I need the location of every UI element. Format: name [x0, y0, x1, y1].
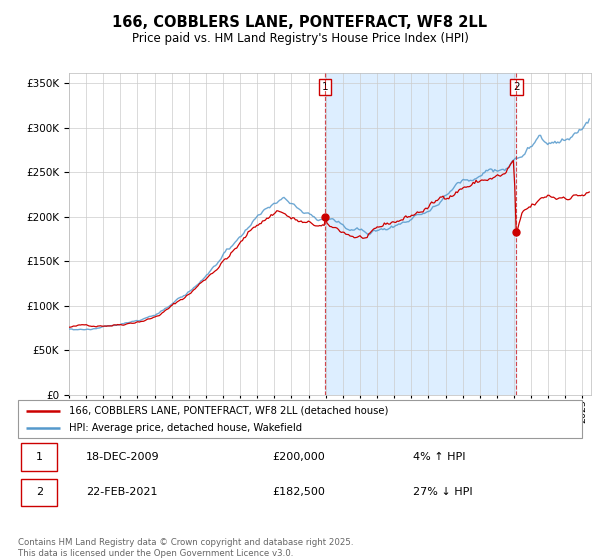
Text: Contains HM Land Registry data © Crown copyright and database right 2025.
This d: Contains HM Land Registry data © Crown c…	[18, 538, 353, 558]
Text: 2: 2	[36, 487, 43, 497]
Text: 18-DEC-2009: 18-DEC-2009	[86, 452, 160, 462]
Text: 22-FEB-2021: 22-FEB-2021	[86, 487, 157, 497]
Text: 4% ↑ HPI: 4% ↑ HPI	[413, 452, 466, 462]
Text: 27% ↓ HPI: 27% ↓ HPI	[413, 487, 472, 497]
FancyBboxPatch shape	[18, 400, 582, 438]
Text: £200,000: £200,000	[272, 452, 325, 462]
Text: £182,500: £182,500	[272, 487, 325, 497]
Text: Price paid vs. HM Land Registry's House Price Index (HPI): Price paid vs. HM Land Registry's House …	[131, 31, 469, 45]
Text: 2: 2	[513, 82, 520, 92]
FancyBboxPatch shape	[21, 444, 58, 470]
Text: HPI: Average price, detached house, Wakefield: HPI: Average price, detached house, Wake…	[69, 423, 302, 433]
FancyBboxPatch shape	[21, 479, 58, 506]
Bar	[325, 73, 517, 395]
Text: 166, COBBLERS LANE, PONTEFRACT, WF8 2LL (detached house): 166, COBBLERS LANE, PONTEFRACT, WF8 2LL …	[69, 405, 388, 416]
Text: 1: 1	[322, 82, 328, 92]
Text: 1: 1	[36, 452, 43, 462]
Text: 166, COBBLERS LANE, PONTEFRACT, WF8 2LL: 166, COBBLERS LANE, PONTEFRACT, WF8 2LL	[112, 15, 488, 30]
